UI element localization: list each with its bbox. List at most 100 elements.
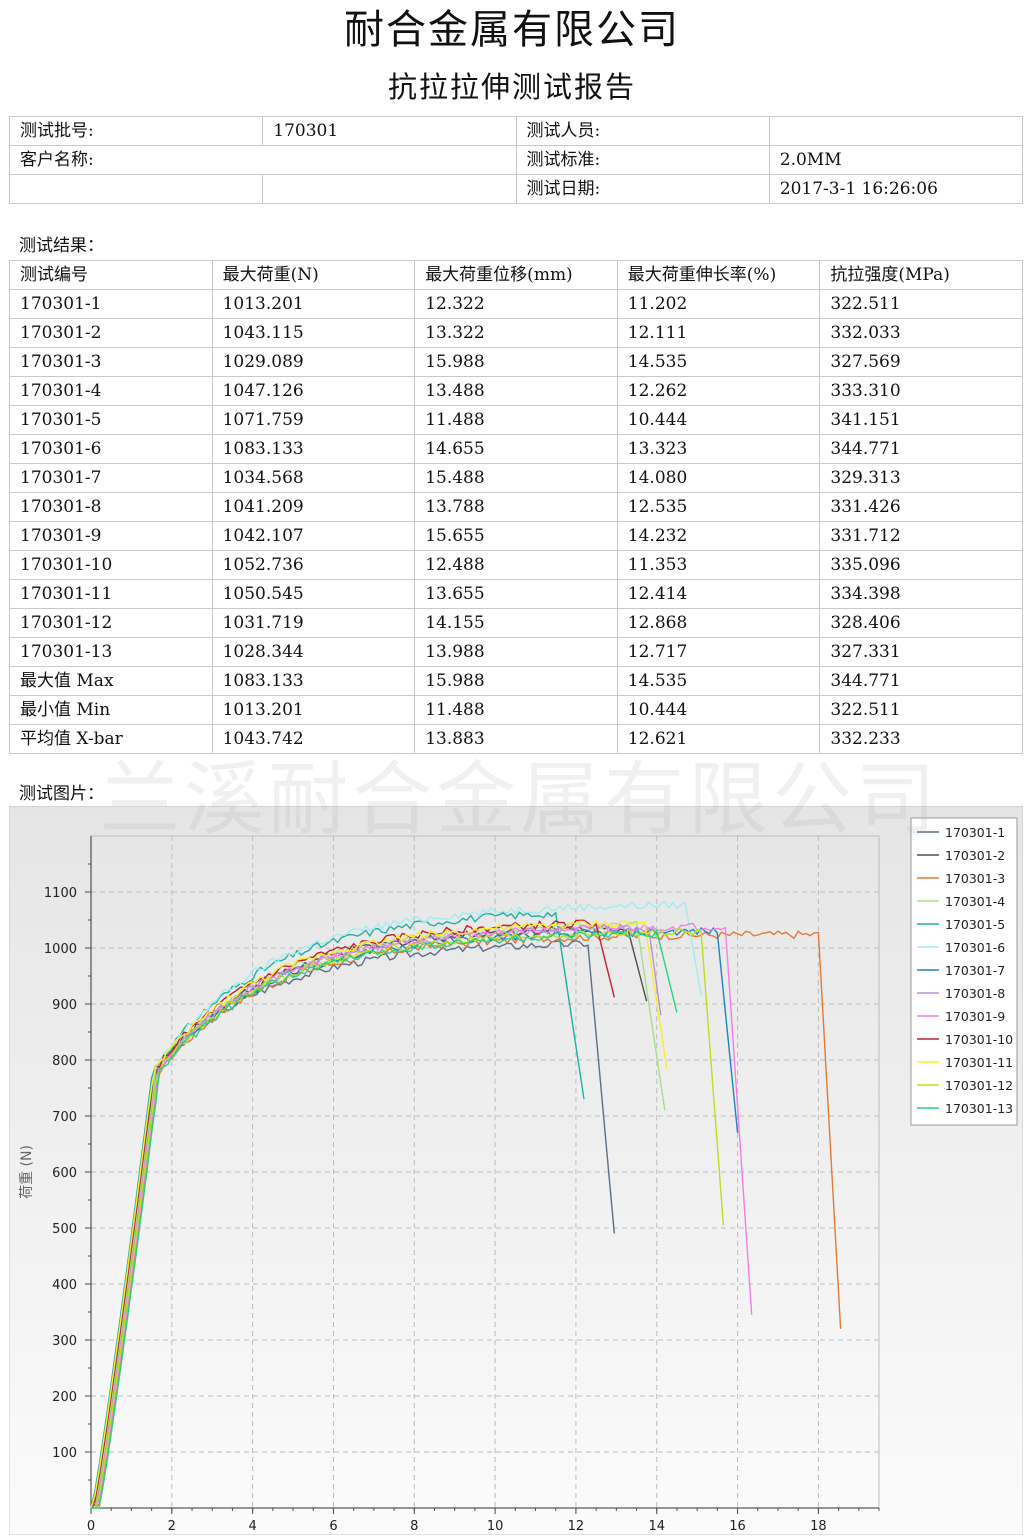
table-cell: 331.426 <box>819 492 1023 522</box>
series-line <box>91 923 662 1509</box>
legend-label: 170301-13 <box>945 1101 1013 1116</box>
series-line <box>91 930 842 1509</box>
table-cell: 1083.133 <box>211 666 416 696</box>
table-row: 170301-7 1034.568 15.488 14.080 329.313 <box>9 463 1023 493</box>
table-cell: 1071.759 <box>211 405 416 435</box>
standard-label: 测试标准: <box>515 145 770 175</box>
table-cell: 10.444 <box>616 695 821 725</box>
y-tick-label: 1100 <box>44 886 77 901</box>
table-cell: 341.151 <box>819 405 1023 435</box>
table-cell: 14.155 <box>414 608 618 638</box>
legend-label: 170301-8 <box>945 986 1005 1001</box>
results-table: 测试编号 最大荷重(N) 最大荷重位移(mm) 最大荷重伸长率(%) 抗拉强度(… <box>9 260 1023 754</box>
table-cell: 333.310 <box>819 376 1023 406</box>
client-value <box>8 174 264 204</box>
series-line <box>90 919 668 1509</box>
legend-label: 170301-5 <box>945 917 1005 932</box>
table-cell: 15.488 <box>414 463 618 493</box>
legend-box <box>910 817 1018 1126</box>
table-cell: 1034.568 <box>211 463 416 493</box>
table-row: 170301-5 1071.759 11.488 10.444 341.151 <box>9 405 1023 435</box>
legend-label: 170301-3 <box>945 871 1005 886</box>
header-tensile-strength: 抗拉强度(MPa) <box>819 260 1023 290</box>
company-title: 耐合金属有限公司 <box>344 7 680 53</box>
legend-label: 170301-11 <box>945 1055 1013 1070</box>
date-value: 2017-3-1 16:26:06 <box>768 174 1024 204</box>
table-cell: 11.202 <box>616 289 821 319</box>
legend-label: 170301-4 <box>945 894 1005 909</box>
legend-label: 170301-7 <box>945 963 1005 978</box>
table-cell: 11.353 <box>616 550 821 580</box>
header-elongation: 最大荷重伸长率(%) <box>616 260 821 290</box>
legend-label: 170301-6 <box>945 940 1005 955</box>
header-max-load: 最大荷重(N) <box>211 260 416 290</box>
table-cell: 329.313 <box>819 463 1023 493</box>
table-cell: 322.511 <box>819 695 1023 725</box>
table-cell: 170301-7 <box>9 463 213 493</box>
x-tick-label: 18 <box>810 1519 827 1534</box>
table-cell: 170301-10 <box>9 550 213 580</box>
x-tick-label: 0 <box>87 1519 95 1534</box>
table-cell: 334.398 <box>819 579 1023 609</box>
table-row: 170301-9 1042.107 15.655 14.232 331.712 <box>9 521 1023 551</box>
legend-label: 170301-9 <box>945 1009 1005 1024</box>
batch-label: 测试批号: <box>8 116 264 146</box>
tester-label: 测试人员: <box>515 116 770 146</box>
table-cell: 12.322 <box>414 289 618 319</box>
table-cell: 12.262 <box>616 376 821 406</box>
table-cell: 170301-6 <box>9 434 213 464</box>
table-row: 最大值 Max 1083.133 15.988 14.535 344.771 <box>9 666 1023 696</box>
table-row: 最小值 Min 1013.201 11.488 10.444 322.511 <box>9 695 1023 725</box>
table-cell: 335.096 <box>819 550 1023 580</box>
table-cell: 12.621 <box>616 724 821 754</box>
legend-label: 170301-10 <box>945 1032 1013 1047</box>
table-cell: 15.655 <box>414 521 618 551</box>
table-cell: 331.712 <box>819 521 1023 551</box>
legend-label: 170301-2 <box>945 848 1005 863</box>
series-line <box>90 919 615 1509</box>
table-cell: 最小值 Min <box>9 695 213 725</box>
batch-value: 170301 <box>262 116 517 146</box>
table-row: 170301-4 1047.126 13.488 12.262 333.310 <box>9 376 1023 406</box>
table-cell: 170301-1 <box>9 289 213 319</box>
table-cell: 170301-12 <box>9 608 213 638</box>
y-axis-label: 荷重 (N) <box>19 1145 35 1199</box>
table-cell: 1013.201 <box>211 695 416 725</box>
table-cell: 1041.209 <box>211 492 416 522</box>
table-cell: 11.488 <box>414 695 618 725</box>
y-tick-label: 400 <box>52 1278 77 1293</box>
table-cell: 最大值 Max <box>9 666 213 696</box>
table-cell: 13.883 <box>414 724 618 754</box>
x-tick-label: 4 <box>249 1519 257 1534</box>
table-row: 170301-8 1041.209 13.788 12.535 331.426 <box>9 492 1023 522</box>
header-test-id: 测试编号 <box>9 260 213 290</box>
table-cell: 170301-8 <box>9 492 213 522</box>
standard-value: 2.0MM <box>768 145 1024 175</box>
table-cell: 332.233 <box>819 724 1023 754</box>
client-value-extra <box>262 174 517 204</box>
table-cell: 1013.201 <box>211 289 416 319</box>
table-cell: 12.488 <box>414 550 618 580</box>
table-cell: 344.771 <box>819 666 1023 696</box>
table-row: 170301-2 1043.115 13.322 12.111 332.033 <box>9 318 1023 348</box>
chart-svg: 0 2 4 6 8 10 12 14 16 18 100 200 300 400 500 600 700 800 9… <box>8 805 1024 1536</box>
header-max-load-displacement: 最大荷重位移(mm) <box>414 260 618 290</box>
table-cell: 12.111 <box>616 318 821 348</box>
results-section-label: 测试结果： <box>19 236 104 256</box>
table-cell: 170301-4 <box>9 376 213 406</box>
y-tick-label: 500 <box>52 1222 77 1237</box>
table-cell: 1047.126 <box>211 376 416 406</box>
table-cell: 11.488 <box>414 405 618 435</box>
report-title: 抗拉拉伸测试报告 <box>387 70 636 104</box>
x-tick-label: 12 <box>568 1519 585 1534</box>
x-tick-label: 10 <box>487 1519 504 1534</box>
x-tick-label: 16 <box>729 1519 746 1534</box>
y-tick-label: 900 <box>52 998 77 1013</box>
table-cell: 13.322 <box>414 318 618 348</box>
table-cell: 12.414 <box>616 579 821 609</box>
y-tick-label: 700 <box>52 1110 77 1125</box>
table-row: 平均值 X-bar 1043.742 13.883 12.621 332.233 <box>9 724 1023 754</box>
table-cell: 13.788 <box>414 492 618 522</box>
table-cell: 332.033 <box>819 318 1023 348</box>
chart-section-label: 测试图片： <box>19 784 104 804</box>
